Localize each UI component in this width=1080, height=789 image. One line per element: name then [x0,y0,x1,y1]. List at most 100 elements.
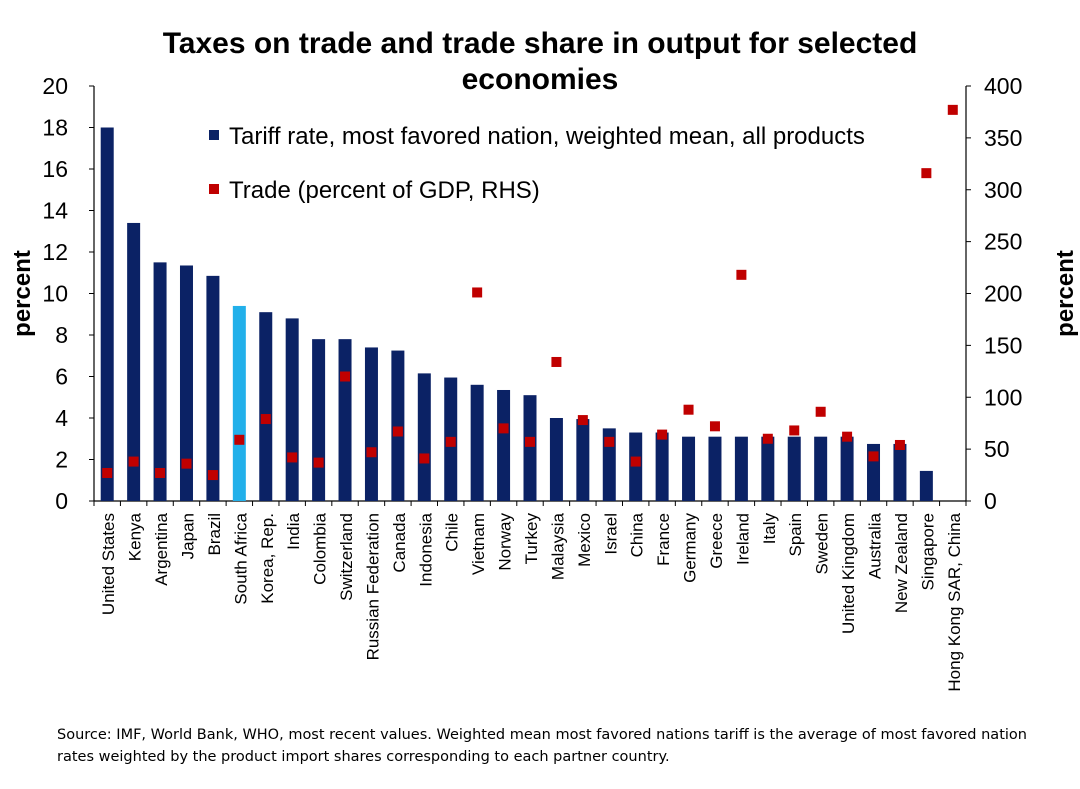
category-label: Greece [707,513,726,569]
category-label: Norway [496,513,515,571]
category-label: New Zealand [892,513,911,613]
tariff-bar [919,470,933,501]
right-tick-label: 200 [984,281,1022,307]
tariff-bars [100,127,933,501]
tariff-bar [285,318,299,501]
category-label: Turkey [522,513,541,565]
category-label: United Kingdom [839,513,858,634]
trade-marker [313,457,324,468]
trade-marker [392,426,403,437]
right-tick-label: 400 [984,73,1022,99]
trade-marker [419,453,430,464]
tariff-bar [761,436,775,501]
tariff-bar [893,443,907,501]
trade-marker [445,436,456,447]
category-label: Brazil [205,513,224,556]
category-label: South Africa [231,512,250,604]
category-label: Japan [178,513,197,559]
tariff-bar [840,436,854,501]
legend-bar-label: Tariff rate, most favored nation, weight… [229,123,865,150]
trade-marker [868,451,879,462]
left-tick-label: 4 [55,405,68,431]
trade-marker [683,404,694,415]
trade-marker [577,415,588,426]
category-label: Israel [601,513,620,555]
right-axis-title: percent [1052,250,1079,337]
trade-marker [287,452,298,463]
category-label: Hong Kong SAR, China [945,512,964,691]
trade-marker [366,447,377,458]
tariff-bar [549,418,563,501]
trade-marker [472,287,483,298]
tariff-bar [787,436,801,501]
category-label: France [654,513,673,566]
right-tick-label: 150 [984,332,1022,358]
tariff-bar [814,436,828,501]
legend-marker-swatch [209,184,219,194]
trade-marker [260,414,271,425]
category-label: Canada [390,512,409,572]
category-label: Malaysia [548,512,567,580]
trade-marker [815,406,826,417]
left-tick-label: 0 [55,488,68,514]
category-label: Vietnam [469,513,488,575]
tariff-bar [734,436,748,501]
legend-marker-label: Trade (percent of GDP, RHS) [229,177,540,204]
tariff-bar [338,339,352,501]
trade-marker [102,467,113,478]
category-label: Russian Federation [363,513,382,660]
legend-bar-swatch [209,130,219,140]
trade-marker [630,456,641,467]
category-label: China [628,512,647,557]
tariff-bar [576,419,590,501]
tariff-bar [655,432,669,501]
trade-markers [102,104,958,481]
right-tick-label: 0 [984,488,997,514]
left-tick-label: 2 [55,447,68,473]
tariff-bar [497,389,511,501]
tariff-bar [312,339,326,501]
category-label: Mexico [575,513,594,567]
right-tick-label: 250 [984,229,1022,255]
trade-marker [181,458,192,469]
trade-marker [921,168,932,179]
tariff-bar [100,127,114,501]
tariff-bar [259,312,273,501]
tariff-bar [153,262,167,501]
left-tick-label: 6 [55,364,68,390]
tariff-bar [523,395,537,501]
category-label: Ireland [733,513,752,565]
tariff-bar [391,350,405,501]
category-label: Singapore [918,513,937,591]
trade-marker [604,436,615,447]
trade-marker [340,371,351,382]
category-label: Argentina [152,512,171,585]
trade-marker [894,439,905,450]
category-label: India [284,512,303,549]
source-note: Source: IMF, World Bank, WHO, most recen… [57,727,1027,765]
category-label: Spain [786,513,805,556]
tariff-bar [417,373,431,501]
trade-marker [709,421,720,432]
legend: Tariff rate, most favored nation, weight… [209,123,865,204]
right-tick-label: 300 [984,177,1022,203]
trade-marker [525,436,535,447]
trade-marker [947,104,958,115]
tariff-bar [179,265,193,501]
tariff-bar [364,347,378,501]
category-label: United States [99,513,118,615]
category-label: Italy [760,513,779,545]
tariff-bar [127,222,141,501]
left-tick-label: 18 [42,115,68,141]
category-label: Sweden [813,513,832,574]
trade-marker [842,431,853,442]
tariff-bar [470,384,484,501]
category-label: Indonesia [416,512,435,586]
tariff-bar [232,305,246,501]
category-label: Australia [866,512,885,579]
right-tick-label: 50 [984,436,1010,462]
trade-marker [551,356,562,367]
left-tick-label: 16 [42,156,68,182]
category-label: Colombia [311,512,330,584]
